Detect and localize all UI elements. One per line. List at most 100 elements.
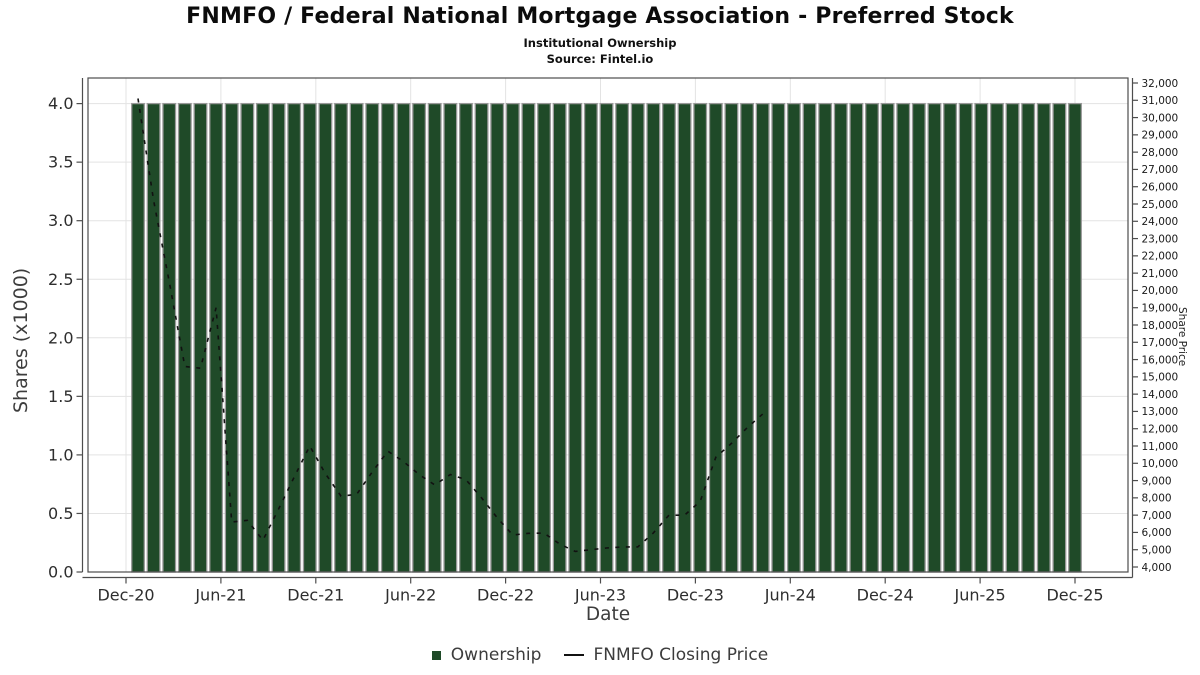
ownership-bar [646, 102, 661, 573]
x-axis-title: Date [585, 604, 631, 625]
svg-text:1.5: 1.5 [48, 387, 73, 406]
ownership-bar [740, 102, 755, 573]
ownership-bar [271, 102, 286, 573]
ownership-bar [568, 102, 583, 573]
closing-price-line [137, 98, 764, 553]
svg-text:2.5: 2.5 [48, 270, 73, 289]
svg-text:24,000: 24,000 [1142, 216, 1179, 228]
svg-text:7,000: 7,000 [1142, 510, 1172, 522]
ownership-bar [786, 102, 801, 573]
ownership-bar [1005, 102, 1020, 573]
svg-text:3.5: 3.5 [48, 153, 73, 172]
svg-text:0.0: 0.0 [48, 563, 73, 582]
svg-text:Dec-25: Dec-25 [1046, 586, 1103, 605]
svg-text:Jun-23: Jun-23 [574, 586, 626, 605]
svg-text:Dec-23: Dec-23 [667, 586, 724, 605]
svg-text:5,000: 5,000 [1142, 545, 1172, 557]
svg-text:9,000: 9,000 [1142, 475, 1172, 487]
ownership-bar [911, 102, 926, 573]
ownership-bar [334, 102, 348, 573]
ownership-bar [755, 102, 770, 573]
svg-text:8,000: 8,000 [1142, 493, 1172, 505]
svg-text:12,000: 12,000 [1142, 424, 1179, 436]
ownership-bar [131, 102, 145, 573]
svg-text:Jun-21: Jun-21 [194, 586, 246, 605]
svg-text:Dec-24: Dec-24 [857, 586, 914, 605]
ownership-bar [443, 102, 458, 573]
svg-text:18,000: 18,000 [1142, 320, 1179, 332]
svg-text:28,000: 28,000 [1142, 147, 1179, 159]
ownership-bar [818, 102, 833, 573]
legend-label-price: FNMFO Closing Price [593, 645, 769, 665]
ownership-bar [521, 102, 536, 573]
svg-text:21,000: 21,000 [1142, 268, 1179, 280]
svg-text:Jun-25: Jun-25 [954, 586, 1006, 605]
ownership-bar [302, 102, 317, 573]
chart-source: Source: Fintel.io [546, 52, 654, 66]
chart-legend: Ownership FNMFO Closing Price [0, 645, 1200, 665]
ownership-bar [599, 102, 614, 573]
ownership-bar [505, 102, 520, 573]
svg-text:26,000: 26,000 [1142, 182, 1179, 194]
ownership-bar [943, 102, 958, 573]
svg-text:13,000: 13,000 [1142, 406, 1179, 418]
ownership-bar [896, 102, 911, 573]
ownership-bar [365, 102, 380, 573]
svg-text:3.0: 3.0 [48, 211, 73, 230]
price-legend-line-icon [564, 654, 585, 656]
ownership-bar [459, 102, 473, 573]
svg-text:32,000: 32,000 [1142, 78, 1179, 90]
svg-text:10,000: 10,000 [1142, 458, 1179, 470]
svg-text:Jun-24: Jun-24 [764, 586, 816, 605]
svg-text:6,000: 6,000 [1142, 527, 1172, 539]
svg-text:25,000: 25,000 [1142, 199, 1179, 211]
ownership-bar [958, 102, 973, 573]
svg-text:27,000: 27,000 [1142, 164, 1179, 176]
ownership-bar [287, 102, 302, 573]
ownership-bar [474, 102, 489, 573]
axes: 0.0 0.5 1.0 1.5 2.0 2.5 3.0 3.5 4.0 Dec-20 Jun-21 D… [48, 77, 1179, 605]
ownership-bar [849, 102, 864, 573]
svg-text:22,000: 22,000 [1142, 251, 1179, 263]
chart-subtitle: Institutional Ownership [523, 36, 677, 50]
ownership-bar [396, 102, 411, 573]
svg-text:0.5: 0.5 [48, 504, 73, 523]
left-axis-title: Shares (x1000) [10, 267, 32, 413]
ownership-bar [318, 102, 333, 573]
ownership-bar [662, 102, 676, 573]
ownership-bar [255, 102, 270, 573]
svg-text:17,000: 17,000 [1142, 337, 1179, 349]
ownership-bar [583, 102, 598, 573]
ownership-bar [209, 102, 224, 573]
ownership-legend-swatch-icon [431, 650, 441, 660]
ownership-bar [927, 102, 942, 573]
svg-text:Dec-22: Dec-22 [477, 586, 534, 605]
ownership-bar [349, 102, 364, 573]
ownership-bar [1036, 102, 1051, 573]
ownership-bar [162, 102, 177, 573]
svg-text:20,000: 20,000 [1142, 285, 1179, 297]
ownership-bar [974, 102, 989, 573]
ownership-bar [1021, 102, 1036, 573]
svg-text:19,000: 19,000 [1142, 303, 1179, 315]
svg-text:11,000: 11,000 [1142, 441, 1179, 453]
ownership-bar [708, 102, 723, 573]
svg-text:16,000: 16,000 [1142, 354, 1179, 366]
ownership-bar [630, 102, 645, 573]
ownership-bar [224, 102, 239, 573]
ownership-bar [865, 102, 879, 573]
ownership-bar [677, 102, 692, 573]
svg-text:4,000: 4,000 [1142, 562, 1172, 574]
ownership-bar [1052, 102, 1067, 573]
ownership-bar [615, 102, 630, 573]
ownership-bar [724, 102, 739, 573]
price-line [137, 98, 764, 553]
ownership-bar [552, 102, 567, 573]
svg-text:15,000: 15,000 [1142, 372, 1179, 384]
svg-text:Dec-20: Dec-20 [97, 586, 154, 605]
chart-title: FNMFO / Federal National Mortgage Associ… [186, 4, 1014, 29]
svg-text:29,000: 29,000 [1142, 130, 1179, 142]
ownership-bar [380, 102, 395, 573]
svg-text:31,000: 31,000 [1142, 95, 1179, 107]
